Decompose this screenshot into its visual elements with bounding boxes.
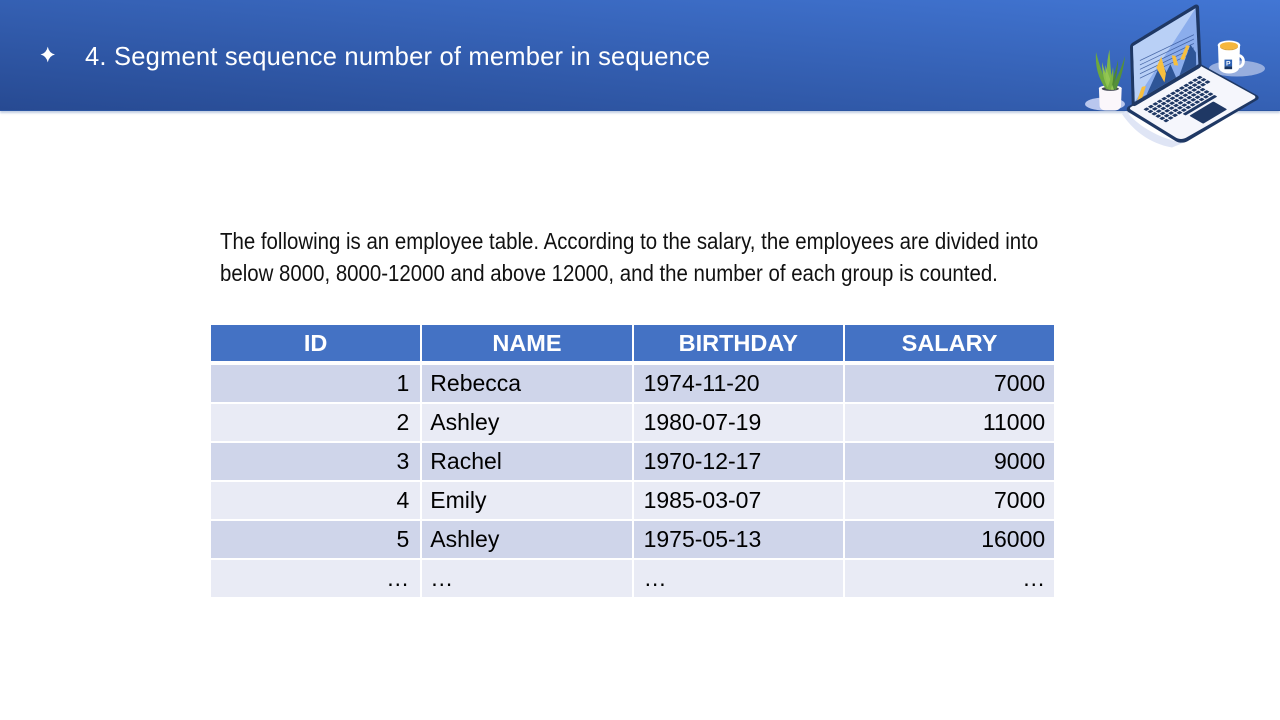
svg-text:P: P <box>1226 61 1231 68</box>
